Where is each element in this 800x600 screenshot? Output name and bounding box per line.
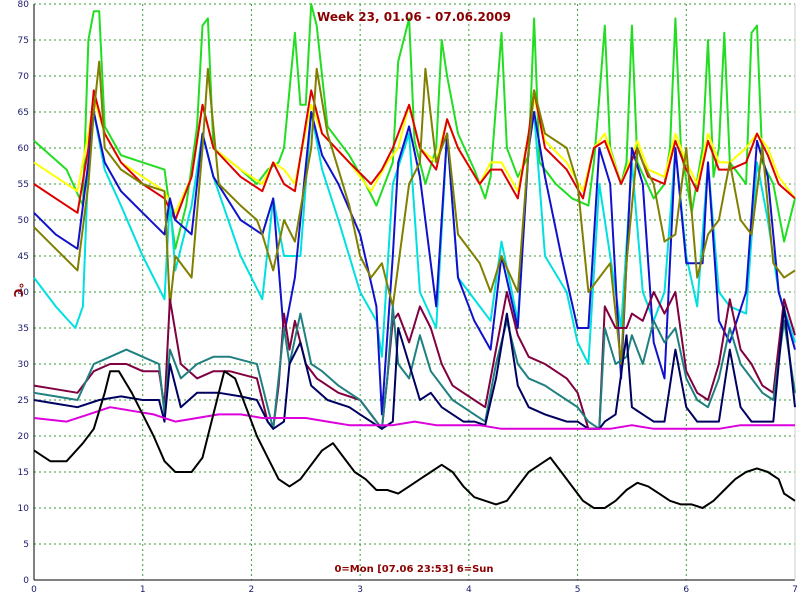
y-tick-label: 25: [18, 396, 29, 406]
y-tick-label: 45: [18, 252, 29, 262]
y-tick-label: 10: [18, 504, 30, 514]
x-tick-label: 2: [249, 585, 255, 595]
y-tick-label: 30: [18, 360, 30, 370]
y-tick-label: 5: [23, 540, 29, 550]
x-tick-label: 4: [466, 585, 472, 595]
chart-footer: 0=Mon [07.06 23:53] 6=Sun: [334, 564, 493, 575]
x-tick-label: 6: [683, 585, 689, 595]
series-line-10: [33, 406, 795, 430]
y-tick-label: 65: [18, 108, 29, 118]
axes: [33, 4, 796, 581]
series-line-8: [33, 305, 796, 430]
y-axis-label: °C: [11, 283, 25, 298]
y-tick-label: 15: [18, 468, 29, 478]
x-tick-label: 1: [140, 585, 146, 595]
y-tick-label: 75: [18, 36, 29, 46]
y-tick-label: 50: [18, 216, 30, 226]
series-line-7: [33, 291, 796, 430]
y-tick-label: 70: [18, 72, 30, 82]
series-line-11: [33, 370, 796, 509]
series-group: [33, 3, 796, 509]
y-tick-label: 35: [18, 324, 29, 334]
series-line-5: [33, 111, 796, 416]
y-tick-label: 80: [18, 0, 30, 10]
y-tick-label: 60: [18, 144, 30, 154]
y-tick-label: 55: [18, 180, 29, 190]
x-tick-label: 7: [792, 585, 798, 595]
x-tick-label: 0: [31, 585, 37, 595]
grid: [34, 3, 795, 580]
y-tick-label: 20: [18, 432, 30, 442]
y-tick-label: 0: [23, 576, 29, 586]
x-tick-label: 5: [575, 585, 581, 595]
series-line-9: [33, 305, 796, 430]
chart-title: Week 23, 01.06 - 07.06.2009: [317, 10, 511, 24]
y-tick-label: 40: [18, 288, 30, 298]
x-tick-label: 3: [357, 585, 363, 595]
series-line-6: [33, 60, 796, 365]
